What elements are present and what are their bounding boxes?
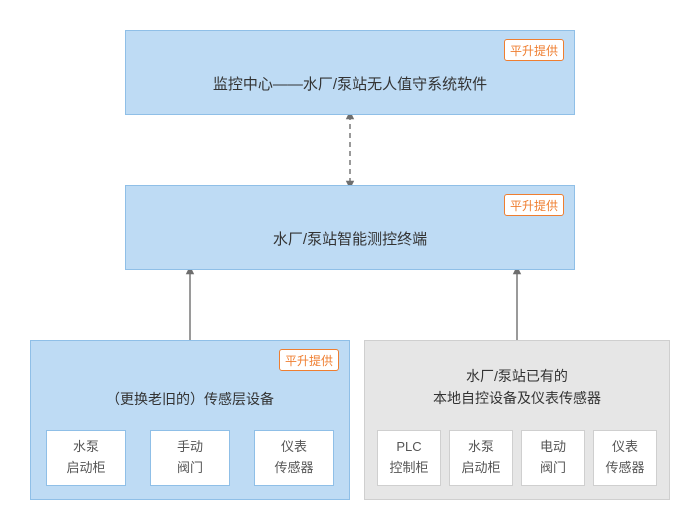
- child-label-line2: 阀门: [151, 458, 229, 479]
- child-node: 水泵启动柜: [46, 430, 126, 486]
- provider-badge-label: 平升提供: [510, 197, 558, 214]
- child-label-line2: 传感器: [255, 458, 333, 479]
- provider-badge: 平升提供: [504, 39, 564, 61]
- child-node: 手动阀门: [150, 430, 230, 486]
- child-label-line2: 传感器: [594, 458, 656, 479]
- provider-badge-label: 平升提供: [510, 42, 558, 59]
- child-label-line2: 启动柜: [450, 458, 512, 479]
- node-smart-terminal: 平升提供 水厂/泵站智能测控终端: [125, 185, 575, 270]
- provider-badge: 平升提供: [504, 194, 564, 216]
- child-label-line1: 手动: [151, 437, 229, 458]
- child-label-line2: 控制柜: [378, 458, 440, 479]
- child-node: 仪表传感器: [593, 430, 657, 486]
- child-node: 电动阀门: [521, 430, 585, 486]
- child-label-line2: 阀门: [522, 458, 584, 479]
- node-title: 监控中心——水厂/泵站无人值守系统软件: [126, 73, 574, 94]
- diagram-stage: 平升提供 监控中心——水厂/泵站无人值守系统软件 平升提供 水厂/泵站智能测控终…: [0, 0, 700, 526]
- node-monitoring-center: 平升提供 监控中心——水厂/泵站无人值守系统软件: [125, 30, 575, 115]
- node-title-line1: 水厂/泵站已有的: [466, 368, 568, 384]
- child-label-line1: 仪表: [255, 437, 333, 458]
- child-label-line1: 水泵: [47, 437, 125, 458]
- child-label-line2: 启动柜: [47, 458, 125, 479]
- node-title: （更换老旧的）传感层设备: [31, 389, 349, 409]
- node-title: 水厂/泵站已有的 本地自控设备及仪表传感器: [365, 365, 669, 410]
- child-label-line1: 电动: [522, 437, 584, 458]
- node-title-line2: 本地自控设备及仪表传感器: [433, 390, 601, 406]
- provider-badge: 平升提供: [279, 349, 339, 371]
- child-node: 仪表传感器: [254, 430, 334, 486]
- child-label-line1: 仪表: [594, 437, 656, 458]
- provider-badge-label: 平升提供: [285, 352, 333, 369]
- node-title: 水厂/泵站智能测控终端: [126, 228, 574, 249]
- child-node: PLC控制柜: [377, 430, 441, 486]
- child-node: 水泵启动柜: [449, 430, 513, 486]
- child-label-line1: PLC: [378, 437, 440, 458]
- child-label-line1: 水泵: [450, 437, 512, 458]
